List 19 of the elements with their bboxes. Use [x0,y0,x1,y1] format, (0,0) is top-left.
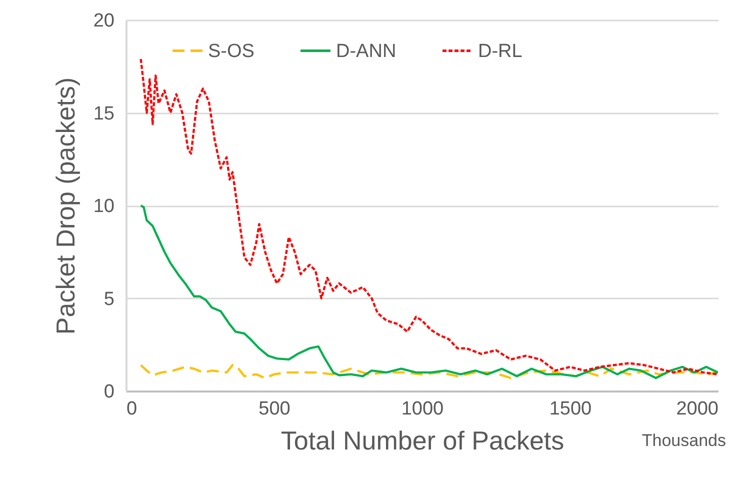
x-tick-label: 1000 [401,398,444,420]
x-axis-title: Total Number of Packets [280,426,564,456]
line-series [140,58,718,376]
y-axis-title: Packet Drop (packets) [50,77,80,335]
legend-label: D-ANN [336,40,396,62]
legend-label: S-OS [208,40,254,62]
y-tick-label: 15 [93,103,114,124]
line-series [140,364,718,380]
y-tick-label: 0 [104,382,114,402]
x-tick-label: 500 [258,398,290,420]
x-tick-label: 1500 [549,398,592,420]
y-tick-label: 10 [93,196,114,217]
legend-label: D-RL [478,40,522,62]
x-tick-label: 0 [126,398,138,420]
line-series [140,204,718,380]
text: Thousands [642,431,726,450]
y-tick-label: 20 [93,10,114,32]
x-tick-label: 2000 [676,398,718,420]
y-tick-label: 5 [104,288,114,310]
